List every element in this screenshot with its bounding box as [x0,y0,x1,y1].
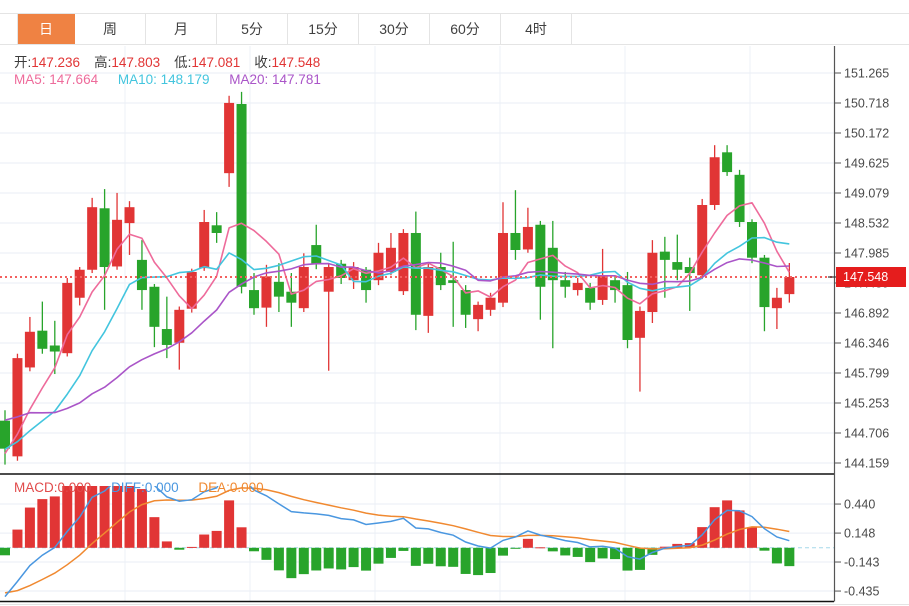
candles-layer [0,91,795,465]
tab-5min[interactable]: 5分 [217,14,288,44]
bottom-border [0,604,909,605]
timeframe-tabbar: 日 周 月 5分 15分 30分 60分 4时 [0,13,909,45]
dea-line [4,487,790,594]
price-axis-label: 146.346 [844,337,889,351]
tab-week[interactable]: 周 [75,14,146,44]
axis-frame [0,46,836,603]
ma-lines-layer [4,202,790,455]
price-axis-label: 145.799 [844,367,889,381]
price-axis-label: 146.892 [844,307,889,321]
ma20-line [4,258,790,421]
tab-day[interactable]: 日 [17,14,75,44]
price-axis-label: 145.253 [844,397,889,411]
price-axis-label: 148.532 [844,217,889,231]
price-axis-label: 150.718 [844,97,889,111]
price-axis-label: 149.079 [844,187,889,201]
ma5-line [4,202,790,455]
ma10-line [4,236,790,450]
price-axis-label: 150.172 [844,127,889,141]
price-axis-labels: 151.265 150.718 150.172 149.625 149.079 148.5… [834,67,889,599]
price-axis-label: 144.706 [844,427,889,441]
macd-layer [0,486,795,598]
current-price-tag: 147.548 [836,267,906,287]
tab-30min[interactable]: 30分 [359,14,430,44]
diff-line [4,486,790,598]
price-axis-label: 149.625 [844,157,889,171]
tab-60min[interactable]: 60分 [430,14,501,44]
tab-month[interactable]: 月 [146,14,217,44]
price-axis-label: 151.265 [844,67,889,81]
price-axis-label: 147.985 [844,247,889,261]
macd-axis-label: 0.440 [844,498,875,512]
tab-15min[interactable]: 15分 [288,14,359,44]
macd-axis-label: -0.435 [844,585,879,599]
macd-axis-label: 0.148 [844,527,875,541]
tab-4hour[interactable]: 4时 [501,14,572,44]
price-axis-label: 144.159 [844,457,889,471]
macd-axis-label: -0.143 [844,556,879,570]
